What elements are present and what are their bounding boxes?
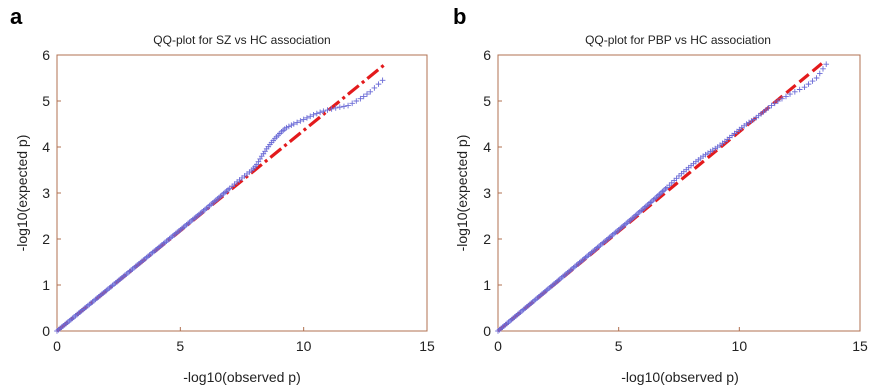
y-tick-label: 6 [42, 47, 50, 63]
panel-a-y-ticks: 0 1 2 3 4 5 6 [42, 47, 61, 339]
y-tick-label: 4 [483, 139, 491, 155]
panel-b-letter: b [453, 4, 466, 29]
qq-point [779, 95, 785, 102]
y-tick-label: 3 [483, 185, 491, 201]
y-tick-label: 2 [483, 231, 491, 247]
qq-point [775, 98, 781, 104]
panel-b: b QQ-plot for PBP vs HC association 0 1 2 3… [453, 4, 868, 385]
qq-point [314, 110, 320, 117]
qq-point [823, 61, 830, 67]
y-tick-label: 4 [42, 139, 50, 155]
qq-point [783, 93, 789, 100]
qq-point [367, 89, 374, 95]
panel-a-letter: a [10, 4, 23, 29]
panel-b-points [495, 61, 830, 334]
panel-a-x-ticks: 0 5 10 15 [53, 327, 435, 354]
qq-point [379, 77, 386, 84]
qq-point [349, 100, 355, 107]
panel-b-title: QQ-plot for PBP vs HC association [585, 33, 771, 47]
y-tick-label: 5 [42, 93, 50, 109]
qq-point [291, 121, 297, 127]
qq-point [816, 70, 823, 77]
qq-point [345, 102, 351, 109]
y-tick-label: 5 [483, 93, 491, 109]
qq-point [809, 78, 816, 84]
y-tick-label: 0 [42, 323, 50, 339]
qq-point [353, 98, 360, 104]
panel-a-y-label: -log10(expected p) [14, 135, 30, 252]
x-tick-label: 15 [852, 338, 868, 354]
qq-point [771, 100, 778, 107]
qq-point [801, 84, 808, 90]
qq-point [341, 103, 347, 110]
qq-point [300, 116, 307, 123]
qq-point [294, 119, 300, 126]
qq-point [332, 105, 339, 111]
qq-point [820, 66, 826, 72]
qq-point [283, 124, 290, 131]
qq-point [307, 113, 314, 120]
x-tick-label: 0 [494, 338, 502, 354]
qq-point [360, 93, 367, 100]
panel-a: a QQ-plot for SZ vs HC association 0 1 2 3 4… [10, 4, 435, 385]
x-tick-label: 0 [53, 338, 61, 354]
panel-a-x-label: -log10(observed p) [183, 369, 301, 385]
qq-point [317, 109, 323, 116]
qq-point [375, 81, 382, 87]
qq-point [792, 89, 798, 95]
y-tick-label: 2 [42, 231, 50, 247]
panel-b-y-ticks: 0 1 2 3 4 5 6 [483, 47, 502, 339]
qq-point [286, 123, 292, 130]
panel-a-title: QQ-plot for SZ vs HC association [153, 33, 330, 47]
qq-point [310, 112, 317, 118]
qq-point [371, 85, 378, 91]
qq-point [364, 91, 370, 97]
panel-a-plot-area [56, 54, 428, 332]
qq-point [765, 105, 772, 111]
panel-b-x-ticks: 0 5 10 15 [494, 327, 868, 354]
qq-point [337, 104, 343, 110]
qq-point [324, 107, 331, 113]
y-tick-label: 6 [483, 47, 491, 63]
x-tick-label: 5 [176, 338, 184, 354]
y-tick-label: 0 [483, 323, 491, 339]
qq-point [813, 75, 820, 81]
panel-b-y-label: -log10(expected p) [454, 135, 470, 252]
qq-point [796, 86, 803, 93]
qq-point [805, 81, 812, 87]
qq-point [288, 122, 295, 129]
qq-point [297, 118, 304, 124]
panel-b-x-label: -log10(observed p) [621, 369, 739, 385]
qq-point [320, 108, 327, 114]
x-tick-label: 10 [296, 338, 312, 354]
qq-point [768, 102, 775, 109]
qq-point [328, 106, 335, 112]
panel-a-points [54, 77, 386, 334]
qq-point [304, 115, 310, 121]
x-tick-label: 10 [732, 338, 748, 354]
x-tick-label: 15 [419, 338, 435, 354]
qq-point [787, 91, 793, 97]
x-tick-label: 5 [615, 338, 623, 354]
qq-point [357, 95, 364, 102]
y-tick-label: 1 [483, 277, 491, 293]
y-tick-label: 1 [42, 277, 50, 293]
panel-b-plot-area [497, 54, 861, 332]
y-tick-label: 3 [42, 185, 50, 201]
